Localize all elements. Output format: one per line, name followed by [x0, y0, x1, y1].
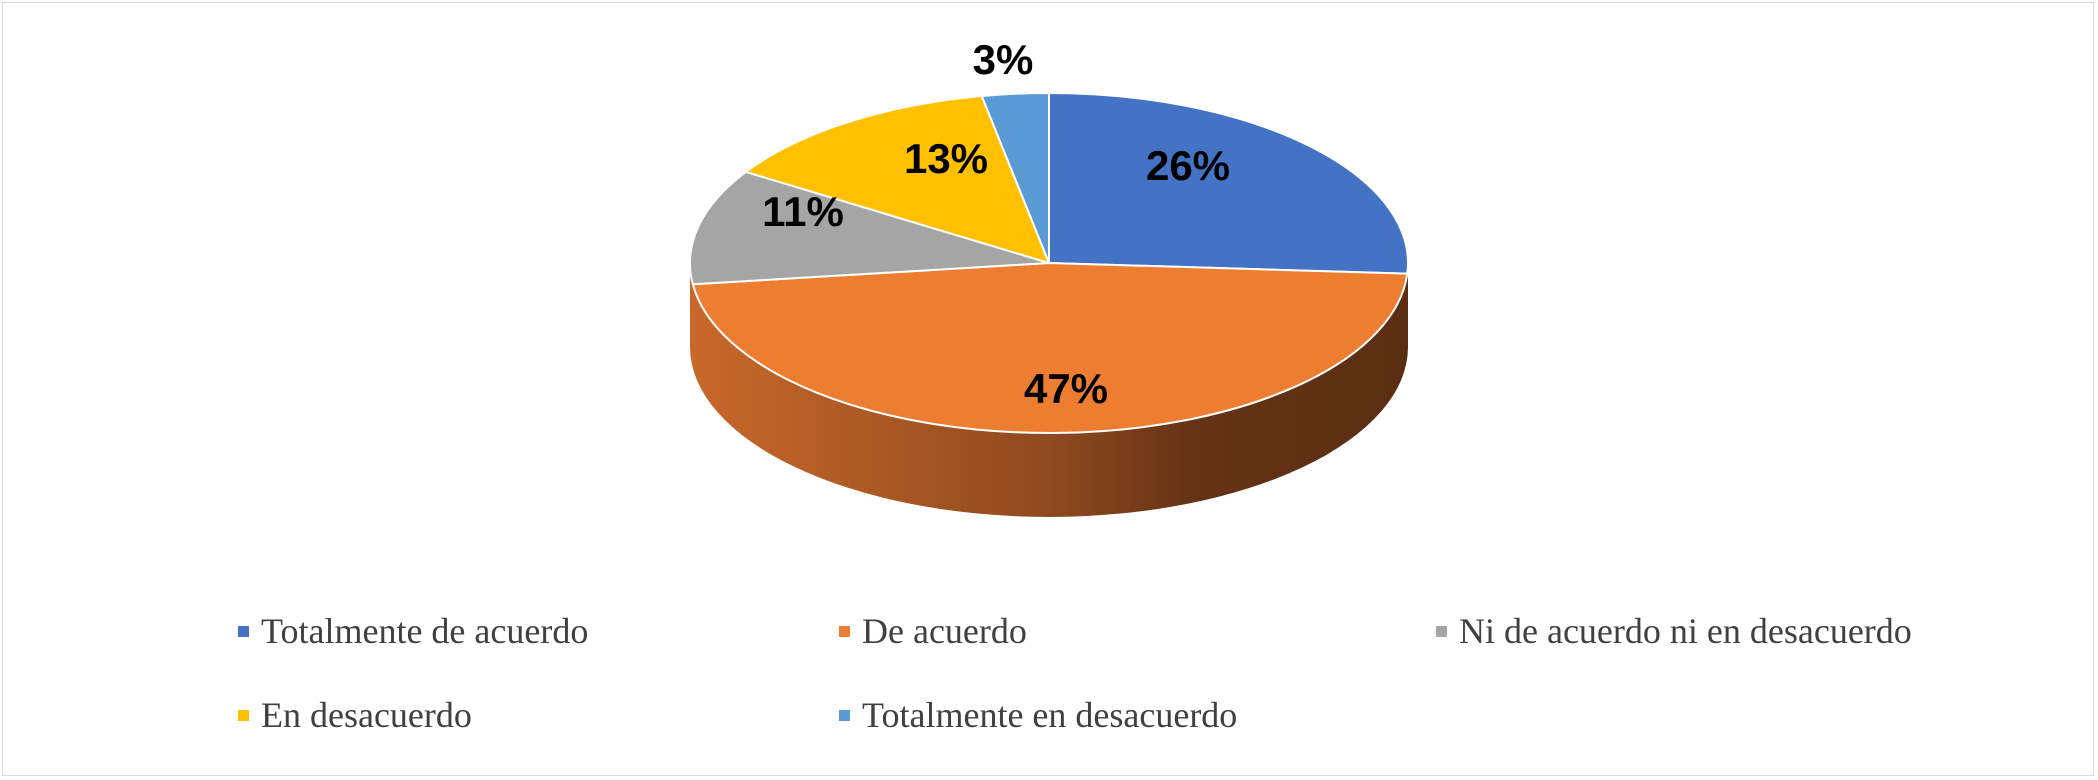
legend-item: Totalmente en desacuerdo	[839, 694, 1237, 736]
legend-label: Totalmente de acuerdo	[261, 611, 589, 651]
data-label-2: 47%	[1024, 365, 1108, 412]
legend-swatch	[238, 709, 249, 721]
pie-slice-4	[743, 94, 1051, 265]
legend-swatch	[1436, 625, 1447, 637]
pie-slice-5	[980, 91, 1050, 264]
data-label-5: 3%	[973, 36, 1034, 83]
legend-item: En desacuerdo	[238, 694, 472, 736]
data-label-3: 11%	[762, 188, 844, 235]
legend-swatch	[238, 625, 249, 637]
pie-slice-2	[691, 261, 1409, 434]
legend-item: Ni de acuerdo ni en desacuerdo	[1436, 610, 1912, 652]
legend-swatch	[839, 709, 850, 721]
data-label-1: 26%	[1146, 142, 1230, 189]
data-label-4: 13%	[904, 135, 988, 182]
legend-item: De acuerdo	[839, 610, 1027, 652]
pie-slice-1	[1048, 91, 1409, 275]
pie-side-wall	[690, 263, 1408, 517]
legend-label: Totalmente en desacuerdo	[862, 695, 1238, 735]
legend-label: De acuerdo	[862, 611, 1027, 651]
legend-label: Ni de acuerdo ni en desacuerdo	[1459, 611, 1912, 651]
legend-item: Totalmente de acuerdo	[238, 610, 588, 652]
legend-swatch	[839, 625, 850, 637]
legend-label: En desacuerdo	[261, 695, 472, 735]
pie-slice-3	[689, 170, 1050, 286]
